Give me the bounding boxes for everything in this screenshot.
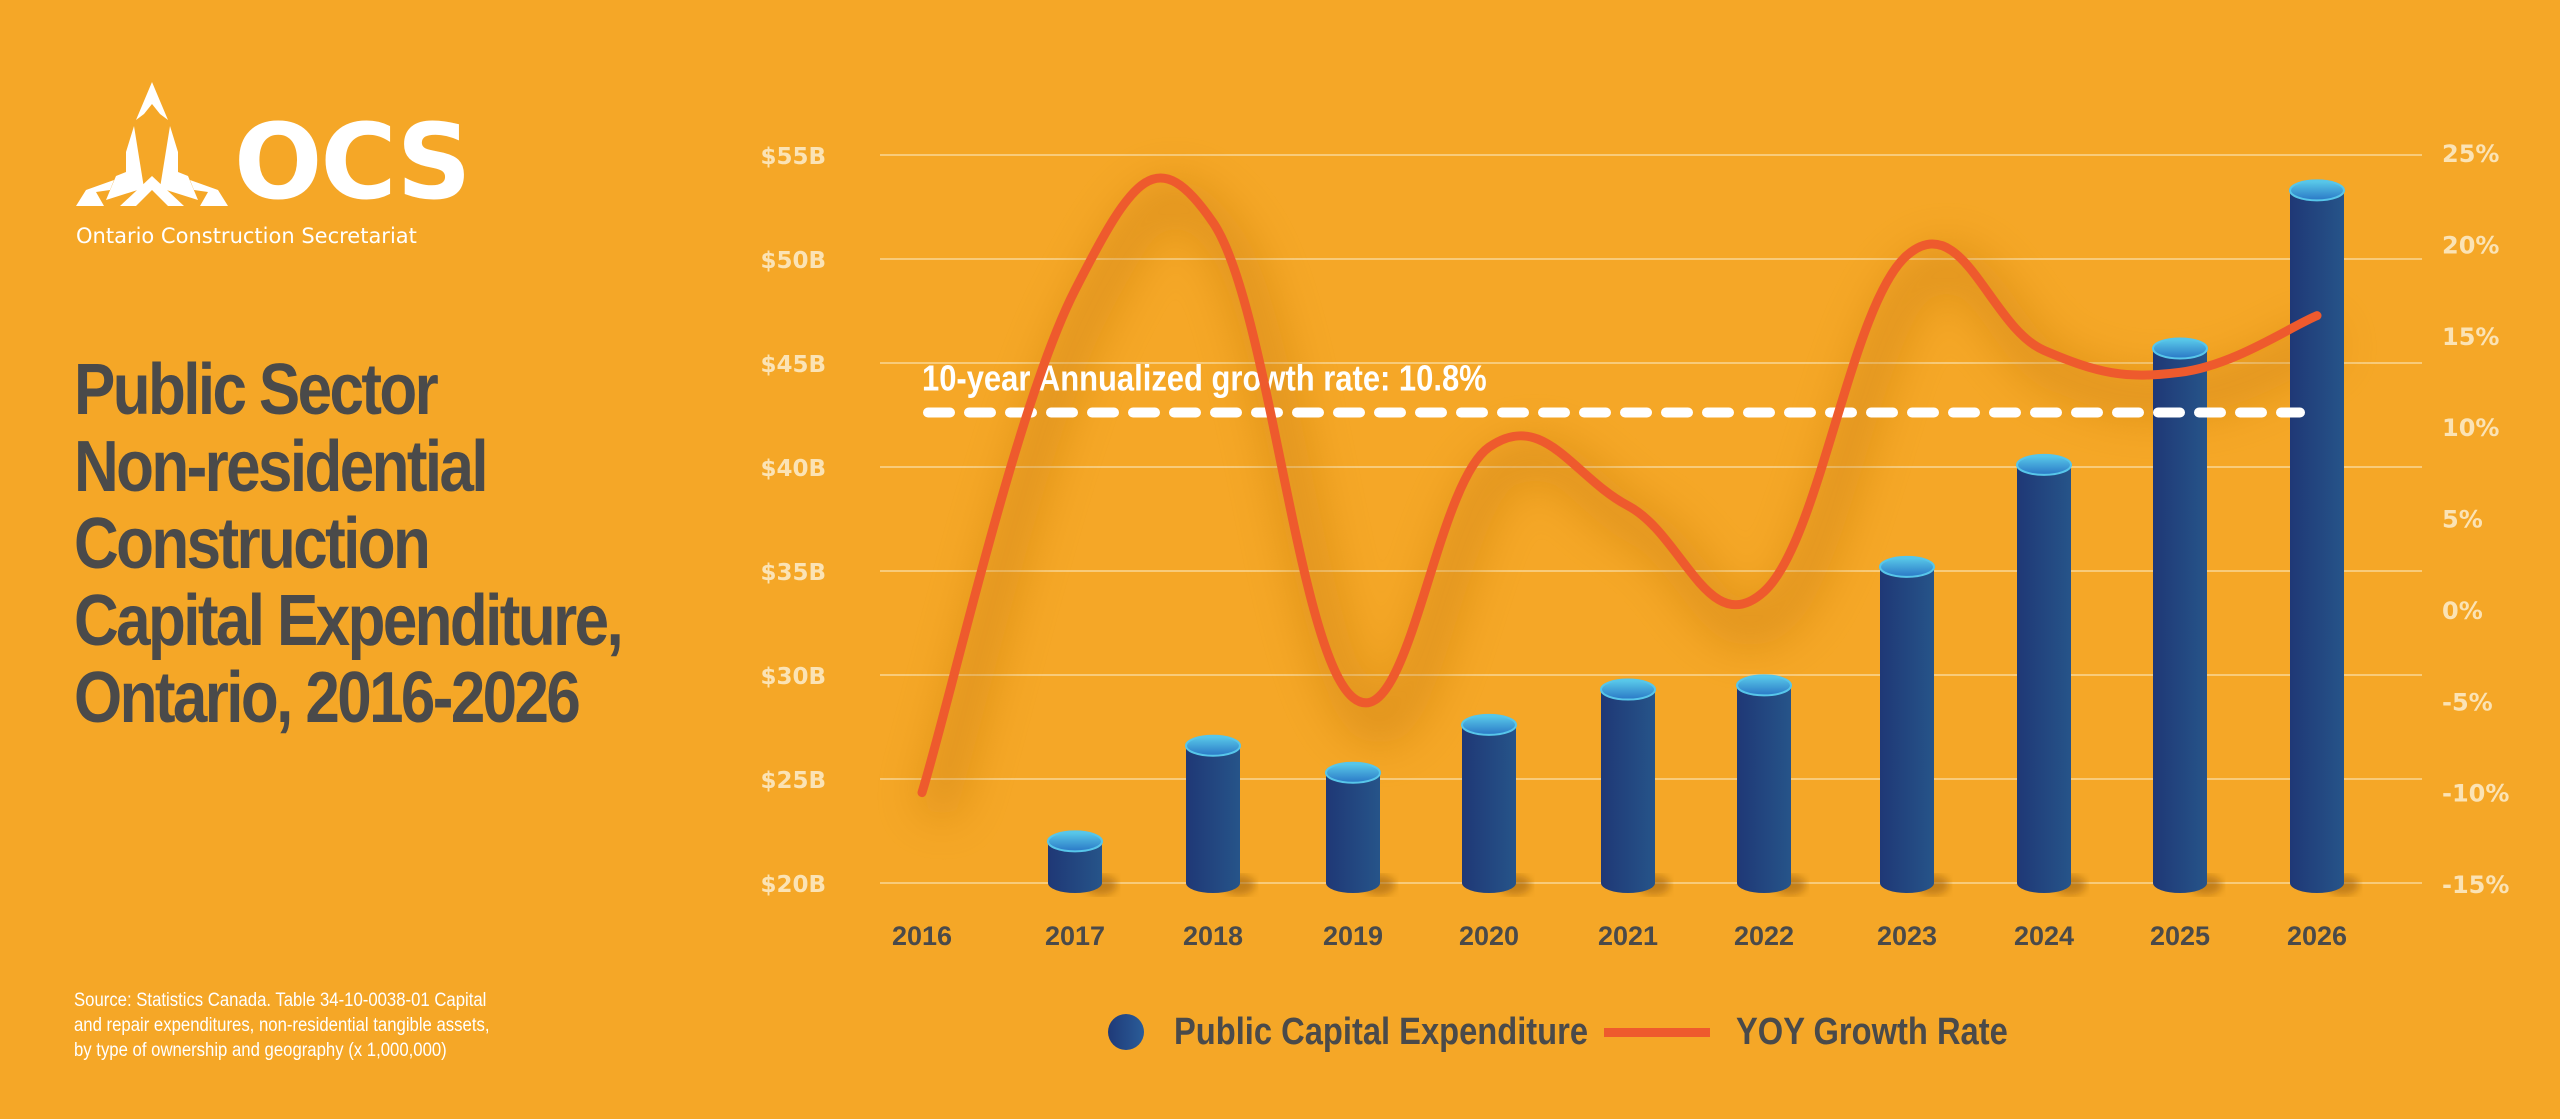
x-tick-label: 2026 <box>2287 921 2347 951</box>
legend-item-growth: YOY Growth Rate <box>1594 1011 2052 1054</box>
bar-body <box>1462 724 1516 883</box>
annotation-label: 10-year Annualized growth rate: 10.8% <box>922 359 1487 399</box>
bar-base <box>1048 873 1102 893</box>
bar-series <box>1047 179 2359 895</box>
right-tick-label: 5% <box>2442 506 2483 534</box>
right-axis: -15% -10% -5% 0% 5% 10% 15% 20% 25% <box>2442 140 2509 899</box>
title-line: Ontario, 2016-2026 <box>74 658 581 738</box>
bar <box>1047 830 1117 895</box>
bar <box>1325 761 1395 895</box>
bar-body <box>2153 348 2207 883</box>
bar-top <box>1325 761 1381 784</box>
bar-body <box>2290 190 2344 884</box>
line-shadow <box>916 180 2340 821</box>
right-tick-label: -10% <box>2442 780 2509 808</box>
bar-body <box>1326 772 1380 883</box>
bar <box>2152 337 2222 895</box>
bar-base <box>1186 873 1240 893</box>
title-line: Public Sector <box>74 350 439 430</box>
x-axis: 2016 2017 2018 2019 2020 2021 2022 2023 2024 2025… <box>892 921 2347 951</box>
legend-label: YOY Growth Rate <box>1736 1010 2008 1053</box>
left-tick-label: $30B <box>760 664 826 690</box>
bar <box>2289 179 2359 895</box>
x-tick-label: 2022 <box>1734 921 1794 951</box>
annotation: 10-year Annualized growth rate: 10.8% <box>922 359 2305 418</box>
title-line: Non-residential <box>74 427 489 507</box>
right-tick-label: 0% <box>2442 597 2483 625</box>
bar-top <box>1600 678 1656 701</box>
bar-body <box>2017 464 2071 883</box>
bar <box>2016 453 2086 895</box>
source-line: Source: Statistics Canada. Table 34-10-0… <box>74 990 487 1011</box>
bar <box>1185 734 1255 895</box>
source-line: and repair expenditures, non-residential… <box>74 1015 490 1036</box>
bar-base <box>2290 873 2344 893</box>
bar-top <box>1461 713 1517 736</box>
source-note: Source: Statistics Canada. Table 34-10-0… <box>74 988 567 1063</box>
bar-base <box>1326 873 1380 893</box>
x-tick-label: 2017 <box>1045 921 1105 951</box>
right-tick-label: 20% <box>2442 231 2499 259</box>
ocs-triangle-logo-icon <box>76 82 228 206</box>
x-tick-label: 2025 <box>2150 921 2210 951</box>
bar-top <box>1736 674 1792 697</box>
chart-title: Public Sector Non-residential Constructi… <box>74 352 659 737</box>
x-tick-label: 2023 <box>1877 921 1937 951</box>
source-line: by type of ownership and geography (x 1,… <box>74 1040 447 1061</box>
bar-base <box>1880 873 1934 893</box>
yoy-growth-line <box>917 173 2322 798</box>
bar-top <box>1185 734 1241 757</box>
bar-base <box>2153 873 2207 893</box>
bar-top <box>2152 337 2208 360</box>
line-shadow-path <box>916 180 2340 821</box>
left-tick-label: $40B <box>760 456 826 482</box>
bar-base <box>1737 873 1791 893</box>
x-tick-label: 2024 <box>2014 921 2074 951</box>
right-tick-label: 15% <box>2442 323 2499 351</box>
legend-line-swatch-icon <box>1604 1027 1710 1037</box>
right-tick-label: -5% <box>2442 688 2493 716</box>
bar-base <box>1601 873 1655 893</box>
left-tick-label: $50B <box>760 248 826 274</box>
title-line: Construction <box>74 504 431 584</box>
x-tick-label: 2019 <box>1323 921 1383 951</box>
left-tick-label: $35B <box>760 560 826 586</box>
legend-item-expenditure: Public Capital Expenditure <box>1108 1011 1594 1054</box>
left-axis: $20B $25B $30B $35B $40B $45B $50B $55B <box>760 144 826 898</box>
bar-top <box>2016 453 2072 476</box>
bar-top <box>2289 179 2345 202</box>
bar-base <box>1462 873 1516 893</box>
left-tick-label: $55B <box>760 144 826 170</box>
right-tick-label: -15% <box>2442 871 2509 899</box>
legend-bar-swatch-icon <box>1108 1014 1144 1050</box>
bar <box>1736 674 1806 895</box>
bar-body <box>1186 745 1240 883</box>
bar-base <box>2017 873 2071 893</box>
x-tick-label: 2021 <box>1598 921 1658 951</box>
bar-body <box>1737 685 1791 883</box>
bar <box>1879 555 1949 895</box>
logo-letters: OCS <box>234 101 472 223</box>
left-tick-label: $25B <box>760 768 826 794</box>
legend-label: Public Capital Expenditure <box>1174 1010 1589 1053</box>
right-tick-label: 10% <box>2442 414 2499 442</box>
left-tick-label: $45B <box>760 352 826 378</box>
title-line: Capital Expenditure, <box>74 581 624 661</box>
bar <box>1600 678 1670 895</box>
right-tick-label: 25% <box>2442 140 2499 168</box>
x-tick-label: 2018 <box>1183 921 1243 951</box>
ocs-logo: OCS Ontario Construction Secretariat <box>76 78 496 258</box>
x-tick-label: 2020 <box>1459 921 1519 951</box>
left-tick-label: $20B <box>760 872 826 898</box>
bar-body <box>1880 566 1934 883</box>
bar-top <box>1047 830 1103 853</box>
legend: Public Capital Expenditure YOY Growth Ra… <box>1108 1004 2052 1060</box>
logo-subtitle: Ontario Construction Secretariat <box>76 224 417 248</box>
line-series <box>917 173 2322 798</box>
bar-top <box>1879 555 1935 578</box>
x-tick-label: 2016 <box>892 921 952 951</box>
bar <box>1461 713 1531 895</box>
bar-body <box>1601 689 1655 883</box>
